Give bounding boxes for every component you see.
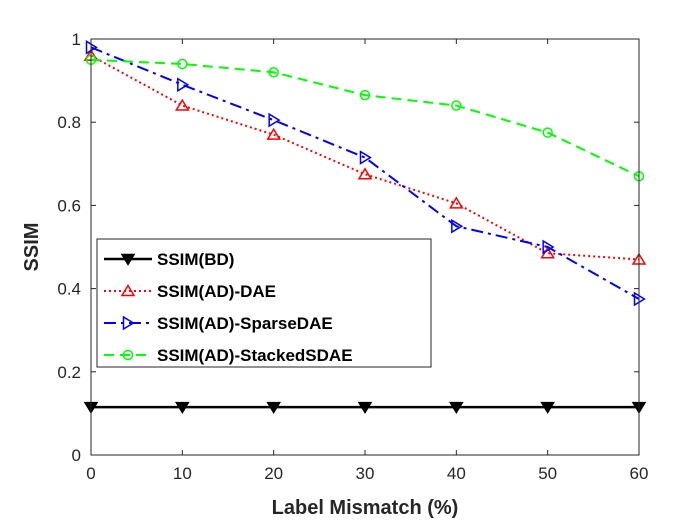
ticks-layer: 0 10 20 30 40 50 60 0 0.2 0.4 0.6 0.8 1 bbox=[57, 30, 648, 483]
y-tick-label: 0.6 bbox=[57, 196, 81, 215]
series-3-point-4 bbox=[359, 150, 372, 165]
x-tick-label: 40 bbox=[447, 464, 466, 483]
legend-marker-4 bbox=[122, 349, 134, 361]
series-4-point-2 bbox=[177, 58, 188, 70]
legend-label-2: SSIM(AD)-DAE bbox=[157, 282, 276, 301]
y-tick-label: 0 bbox=[72, 446, 81, 465]
series-4-point-3 bbox=[268, 67, 279, 78]
series-4-point-5 bbox=[451, 100, 462, 111]
series-2-point-4 bbox=[357, 167, 373, 180]
x-tick-label: 60 bbox=[630, 464, 649, 483]
series-3-point-3 bbox=[268, 112, 281, 128]
series-1-point-4 bbox=[357, 401, 373, 415]
series-1-point-5 bbox=[449, 401, 464, 415]
series-2-point-5 bbox=[449, 196, 464, 209]
y-axis-label: SSIM bbox=[21, 223, 43, 272]
x-tick-label: 10 bbox=[173, 464, 192, 483]
legend-marker-3 bbox=[122, 315, 135, 331]
series-2-point-2 bbox=[175, 98, 190, 111]
series-1-point-6 bbox=[540, 401, 555, 415]
x-tick-label: 20 bbox=[264, 464, 283, 483]
y-tick-label: 1 bbox=[72, 30, 81, 49]
legend-label-1: SSIM(BD) bbox=[157, 250, 234, 269]
series-1-point-3 bbox=[266, 401, 281, 415]
series-3-point-6 bbox=[542, 239, 555, 255]
x-tick-label: 50 bbox=[538, 464, 557, 483]
series-4-point-4 bbox=[359, 89, 371, 101]
series-1-point-2 bbox=[175, 401, 190, 415]
x-tick-label: 0 bbox=[86, 464, 95, 483]
series-4 bbox=[85, 54, 645, 182]
legend-label-3: SSIM(AD)-SparseDAE bbox=[157, 314, 333, 333]
legend-entry-2: SSIM(AD)-DAE bbox=[104, 282, 276, 301]
x-axis-label: Label Mismatch (%) bbox=[272, 497, 459, 519]
legend-entry-3: SSIM(AD)-SparseDAE bbox=[104, 314, 333, 333]
y-tick-label: 0.8 bbox=[57, 113, 81, 132]
series-3-line bbox=[90, 46, 640, 300]
x-tick-label: 30 bbox=[356, 464, 375, 483]
y-tick-label: 0.4 bbox=[57, 280, 81, 299]
legend: SSIM(BD) SSIM(AD)-DAE SSIM(AD)-SparseDAE SS… bbox=[96, 238, 432, 368]
series-4-point-6 bbox=[542, 127, 553, 138]
series-3-point-2 bbox=[177, 77, 190, 93]
series-3-point-5 bbox=[451, 218, 464, 234]
series-2-point-3 bbox=[266, 127, 281, 140]
legend-label-4: SSIM(AD)-StackedSDAE bbox=[157, 346, 353, 365]
legend-entry-1: SSIM(BD) bbox=[104, 250, 234, 269]
y-tick-label: 0.2 bbox=[57, 363, 81, 382]
legend-entry-4: SSIM(AD)-StackedSDAE bbox=[104, 346, 353, 365]
series-4-line bbox=[90, 58, 640, 178]
legend-marker-1 bbox=[120, 253, 136, 266]
legend-marker-2 bbox=[120, 284, 136, 297]
legend-box bbox=[96, 238, 432, 368]
